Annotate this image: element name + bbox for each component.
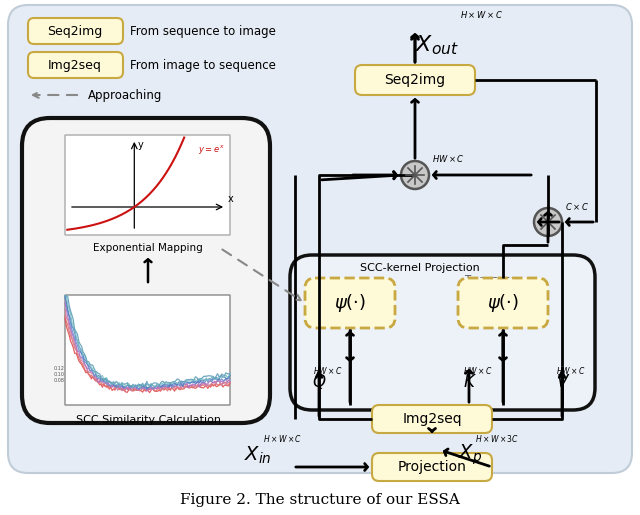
Text: Projection: Projection [397,460,467,474]
FancyBboxPatch shape [65,135,230,235]
Text: Exponential Mapping: Exponential Mapping [93,243,203,253]
Text: SCC-kernel Projection: SCC-kernel Projection [360,263,480,273]
Text: K: K [463,373,474,391]
Text: Seq2img: Seq2img [385,73,445,87]
Text: $y=e^x$: $y=e^x$ [198,143,225,156]
FancyBboxPatch shape [28,18,123,44]
Text: Figure 2. The structure of our ESSA: Figure 2. The structure of our ESSA [180,493,460,507]
Text: $\psi(\cdot)$: $\psi(\cdot)$ [487,292,519,314]
Text: SCC Similarity Calculation: SCC Similarity Calculation [76,415,221,425]
FancyBboxPatch shape [65,295,230,405]
Text: 0.12: 0.12 [53,366,64,370]
FancyBboxPatch shape [305,278,395,328]
Text: Img2seq: Img2seq [48,59,102,72]
Text: From image to sequence: From image to sequence [130,59,276,72]
Text: $H\times W\times C$: $H\times W\times C$ [263,433,302,443]
Text: V: V [556,373,568,391]
FancyBboxPatch shape [372,453,492,481]
FancyBboxPatch shape [22,118,270,423]
Circle shape [534,208,562,236]
Text: $\psi(\cdot)$: $\psi(\cdot)$ [334,292,366,314]
Text: Q: Q [312,373,326,391]
FancyBboxPatch shape [28,52,123,78]
Text: $X_{out}$: $X_{out}$ [415,33,459,57]
Text: $X_{in}$: $X_{in}$ [244,444,272,466]
Text: 0.10: 0.10 [53,372,64,376]
Text: Approaching: Approaching [88,89,163,101]
FancyBboxPatch shape [290,255,595,410]
Text: $X_p$: $X_p$ [458,443,482,467]
Text: $H\times W\times 3C$: $H\times W\times 3C$ [475,433,519,443]
Text: $HW\times C$: $HW\times C$ [313,365,343,375]
Text: From sequence to image: From sequence to image [130,25,276,38]
Text: Img2seq: Img2seq [402,412,462,426]
FancyBboxPatch shape [8,5,632,473]
FancyBboxPatch shape [355,65,475,95]
Text: Transpose: Transpose [464,275,516,285]
FancyBboxPatch shape [458,278,548,328]
Text: $HW\times C$: $HW\times C$ [556,365,586,375]
Text: $H\times W\times C$: $H\times W\times C$ [460,9,503,21]
FancyBboxPatch shape [372,405,492,433]
Text: x: x [228,194,234,204]
Text: $HW\times C$: $HW\times C$ [432,153,465,164]
Circle shape [401,161,429,189]
Text: Seq2img: Seq2img [47,25,102,38]
Text: y: y [138,140,143,150]
Text: 0.08: 0.08 [53,378,64,383]
Text: $C\times C$: $C\times C$ [565,200,589,212]
Text: $HW\times C$: $HW\times C$ [463,365,493,375]
